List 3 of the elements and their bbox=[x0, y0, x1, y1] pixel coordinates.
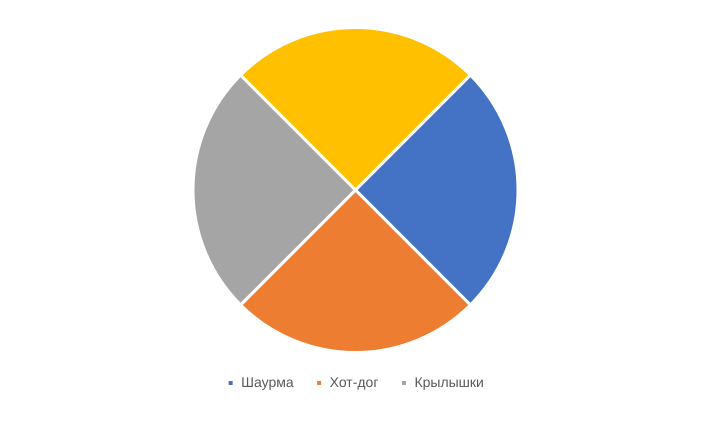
legend-label: Шаурма bbox=[241, 374, 294, 390]
legend-label: Крылышки bbox=[414, 374, 484, 390]
legend-label: Хот-дог bbox=[330, 374, 378, 390]
